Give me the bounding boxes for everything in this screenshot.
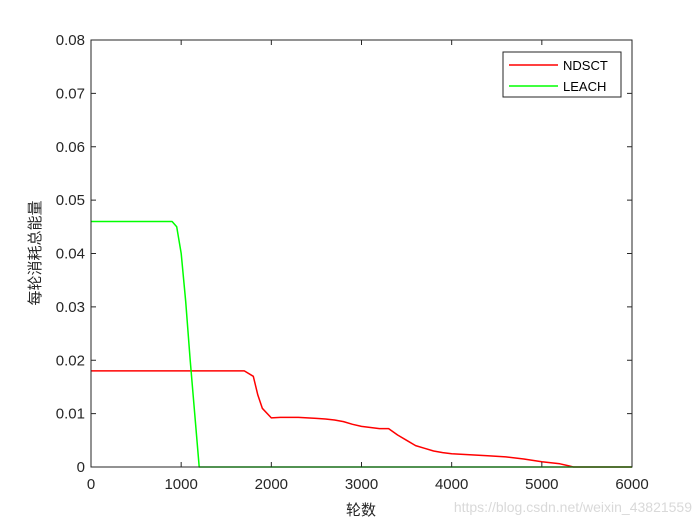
plot-area — [91, 40, 632, 467]
watermark-text: https://blog.csdn.net/weixin_43821559 — [454, 499, 692, 515]
y-tick-label: 0.08 — [56, 32, 85, 49]
y-axis-label: 每轮消耗总能量 — [26, 200, 44, 305]
x-tick-label: 3000 — [345, 476, 378, 493]
legend: NDSCT LEACH — [502, 51, 622, 98]
y-tick-label: 0.06 — [56, 139, 85, 156]
x-tick-label: 5000 — [525, 476, 558, 493]
tick-layer: 0 1000 2000 3000 4000 5000 6000 0 0.01 0.02 0.03 0.… — [56, 32, 649, 493]
legend-label-leach: LEACH — [563, 79, 606, 94]
x-tick-label: 2000 — [255, 476, 288, 493]
y-tick-label: 0.04 — [56, 246, 85, 263]
x-axis-label: 轮数 — [346, 501, 376, 519]
y-tick-label: 0.01 — [56, 406, 85, 423]
y-tick-label: 0.07 — [56, 85, 85, 102]
legend-label-ndsct: NDSCT — [563, 58, 608, 73]
x-tick-label: 0 — [87, 476, 95, 493]
legend-box — [502, 51, 622, 98]
y-tick-label: 0.02 — [56, 352, 85, 369]
x-tick-label: 6000 — [615, 476, 648, 493]
x-tick-label: 4000 — [435, 476, 468, 493]
y-tick-label: 0.03 — [56, 299, 85, 316]
series-line-ndsct — [91, 370, 632, 468]
y-tick-label: 0 — [77, 459, 85, 476]
x-tick-label: 1000 — [164, 476, 197, 493]
y-tick-label: 0.05 — [56, 192, 85, 209]
